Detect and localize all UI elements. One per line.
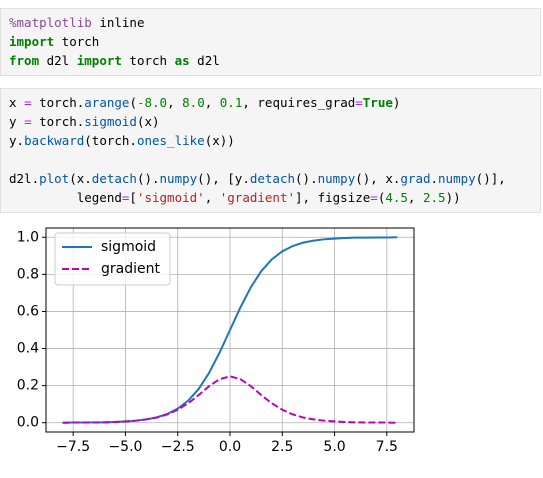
code-token: 'gradient'	[219, 190, 296, 205]
code-token: (), [y.	[197, 171, 250, 186]
code-token: =	[370, 190, 378, 205]
code-token: backward	[24, 133, 85, 148]
code-token: (x.	[69, 171, 92, 186]
code-token: grad	[400, 171, 431, 186]
code-line: from d2l import torch as d2l	[1, 51, 540, 70]
code-token: (x)	[136, 114, 160, 129]
code-token: torch	[121, 53, 175, 68]
code-token: numpy	[159, 171, 198, 186]
code-token: 0.1	[219, 95, 243, 110]
code-token: =	[355, 95, 363, 110]
code-token: 8.0	[182, 95, 205, 110]
x-tick-label: 7.5	[376, 439, 398, 455]
y-tick-label: 0.2	[17, 378, 39, 394]
code-token: d2l.	[9, 171, 40, 186]
legend-label: sigmoid	[101, 239, 156, 255]
code-token: (), x.	[355, 171, 401, 186]
code-line	[1, 150, 540, 169]
y-tick-label: 0.4	[17, 341, 39, 357]
y-tick-label: 0.0	[17, 415, 39, 431]
code-token: 8.0	[144, 95, 168, 110]
code-line: legend=['sigmoid', 'gradient'], figsize=…	[1, 188, 540, 207]
legend-label: gradient	[101, 261, 160, 277]
code-token: ,	[407, 190, 423, 205]
x-tick-label: −5.0	[108, 439, 142, 455]
code-token: =	[121, 190, 130, 205]
x-tick-label: −7.5	[56, 439, 90, 455]
code-token: 'sigmoid'	[136, 190, 205, 205]
code-token: 4.5	[385, 190, 408, 205]
code-token: =	[24, 95, 32, 110]
code-token: (torch.	[84, 133, 137, 148]
code-cell: x = torch.arange(-8.0, 8.0, 0.1, require…	[0, 88, 541, 213]
code-token: plot	[39, 171, 70, 186]
y-tick-label: 0.6	[17, 303, 39, 319]
code-token: from	[9, 53, 40, 68]
code-token: (	[129, 95, 137, 110]
code-line: import torch	[1, 32, 540, 51]
code-token: arange	[84, 95, 130, 110]
code-token: ().	[295, 171, 318, 186]
code-line: y = torch.sigmoid(x)	[1, 112, 540, 131]
code-token: )	[392, 95, 401, 110]
x-tick-label: 0.0	[219, 439, 241, 455]
code-cell: %matplotlib inline import torch from d2l i…	[0, 8, 541, 76]
code-token: legend	[9, 190, 122, 205]
code-token: ], figsize	[295, 190, 371, 205]
code-line: %matplotlib inline	[1, 13, 540, 32]
chart: 0.0 0.2 0.4 0.6 0.8 1.0 −7.5 −5.0 −2.5 0.0 2.5 5.0 7…	[17, 227, 415, 455]
code-token: x	[9, 95, 25, 110]
code-token: ,	[204, 95, 220, 110]
code-token: as	[174, 53, 190, 68]
code-token: detach	[249, 171, 296, 186]
code-token: %matplotlib	[9, 15, 92, 30]
code-token: y	[9, 114, 25, 129]
code-token: detach	[91, 171, 137, 186]
code-token: , requires_grad	[242, 95, 356, 110]
code-token: d2l	[39, 53, 77, 68]
code-token: torch.	[31, 114, 85, 129]
code-token: sigmoid	[84, 114, 137, 129]
code-token: True	[362, 95, 393, 110]
code-token: ,	[167, 95, 183, 110]
x-tick-label: 2.5	[271, 439, 293, 455]
code-token: .	[430, 171, 439, 186]
code-line: y.backward(torch.ones_like(x))	[1, 131, 540, 150]
code-token: (	[377, 190, 386, 205]
code-token: =	[24, 114, 32, 129]
code-line: d2l.plot(x.detach().numpy(), [y.detach()…	[1, 169, 540, 188]
axes-frame	[45, 227, 415, 433]
code-token: (x))	[204, 133, 235, 148]
code-token: ones_like	[136, 133, 205, 148]
code-token: [	[129, 190, 137, 205]
y-tick-label: 0.8	[17, 266, 39, 282]
code-token: import	[9, 34, 55, 49]
series-line	[62, 375, 398, 424]
code-token: numpy	[317, 171, 356, 186]
code-token: ,	[204, 190, 220, 205]
x-tick-label: 5.0	[323, 439, 345, 455]
code-token: inline	[91, 15, 145, 30]
code-token: ()],	[475, 171, 506, 186]
code-token: ().	[136, 171, 160, 186]
code-token: d2l	[189, 53, 220, 68]
x-tick-label: −2.5	[161, 439, 195, 455]
y-tick-label: 1.0	[17, 229, 39, 245]
code-token: -	[136, 95, 145, 110]
code-token: torch	[54, 34, 100, 49]
code-token: y.	[9, 133, 25, 148]
code-token: numpy	[438, 171, 476, 186]
code-token: ))	[445, 190, 461, 205]
code-line: x = torch.arange(-8.0, 8.0, 0.1, require…	[1, 93, 540, 112]
code-token: 2.5	[422, 190, 446, 205]
code-token: torch.	[31, 95, 85, 110]
code-token: import	[76, 53, 122, 68]
